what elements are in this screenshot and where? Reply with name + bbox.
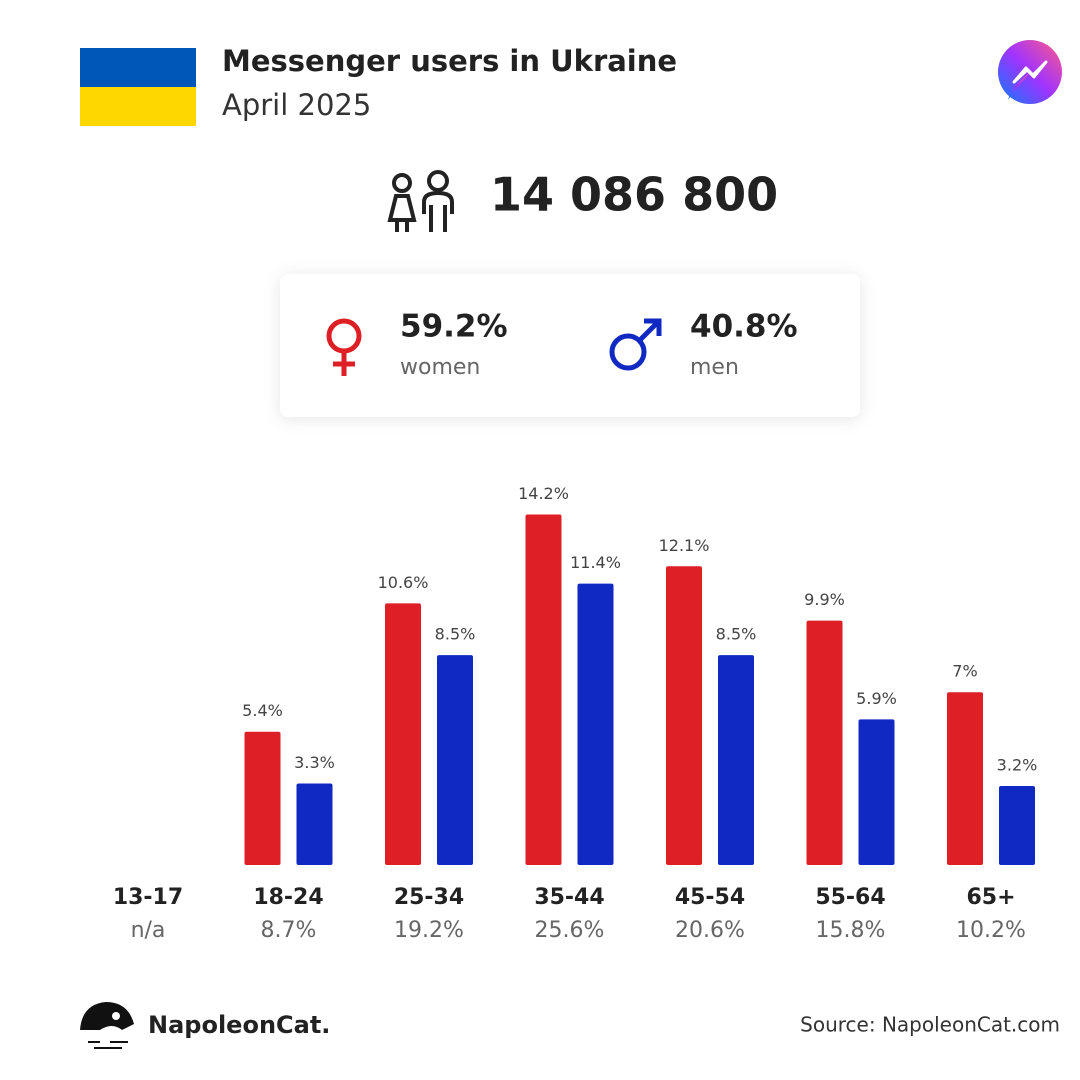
napoleoncat-logo <box>80 1002 134 1049</box>
men-label: men <box>690 355 739 380</box>
messenger-icon <box>998 40 1062 104</box>
value-label: 9.9% <box>804 590 845 609</box>
category-label: 45-54 <box>675 885 745 910</box>
group-total: n/a <box>131 918 166 943</box>
source: Source: NapoleonCat.com <box>800 1013 1060 1037</box>
value-label: 8.5% <box>435 625 476 644</box>
bar <box>525 514 562 865</box>
group-total: 25.6% <box>535 918 605 943</box>
subtitle: April 2025 <box>222 88 371 122</box>
bar <box>577 583 614 865</box>
category-label: 35-44 <box>534 885 604 910</box>
total-users: 14 086 800 <box>490 168 778 222</box>
women-label: women <box>400 355 480 380</box>
value-label: 5.4% <box>242 701 283 720</box>
bar <box>858 719 895 865</box>
group-total: 20.6% <box>675 918 745 943</box>
bar <box>999 786 1035 865</box>
bar <box>666 566 702 865</box>
value-label: 8.5% <box>716 625 757 644</box>
group-total: 19.2% <box>394 918 464 943</box>
group-total: 10.2% <box>956 918 1026 943</box>
bar <box>385 603 421 865</box>
brand: NapoleonCat. <box>148 1011 330 1039</box>
bar <box>244 731 281 865</box>
bar-chart: 13-17 n/a 18-24 8.7% 5.4% 3.3% 25-34 19.2% 10.6%… <box>113 484 1038 943</box>
people-icon <box>387 170 454 232</box>
category-label: 25-34 <box>394 885 464 910</box>
female-symbol <box>326 318 362 376</box>
value-label: 5.9% <box>856 689 897 708</box>
men-share: 40.8% <box>690 309 798 345</box>
category-label: 18-24 <box>253 885 323 910</box>
bar <box>806 620 843 865</box>
category-label: 65+ <box>966 885 1015 910</box>
flag <box>80 48 196 126</box>
category-label: 55-64 <box>815 885 885 910</box>
male-symbol <box>609 318 662 371</box>
women-share: 59.2% <box>400 309 508 345</box>
value-label: 7% <box>952 662 977 681</box>
value-label: 10.6% <box>378 573 429 592</box>
value-label: 12.1% <box>659 536 710 555</box>
title: Messenger users in Ukraine <box>222 44 677 78</box>
value-label: 11.4% <box>570 553 621 572</box>
bar <box>296 783 333 865</box>
value-label: 14.2% <box>518 484 569 503</box>
value-label: 3.3% <box>294 753 335 772</box>
bar <box>718 655 754 865</box>
bar <box>437 655 473 865</box>
bar <box>947 692 983 865</box>
value-label: 3.2% <box>997 756 1038 775</box>
group-total: 8.7% <box>261 918 317 943</box>
gender-box <box>280 274 860 417</box>
group-total: 15.8% <box>816 918 886 943</box>
category-label: 13-17 <box>113 885 183 910</box>
